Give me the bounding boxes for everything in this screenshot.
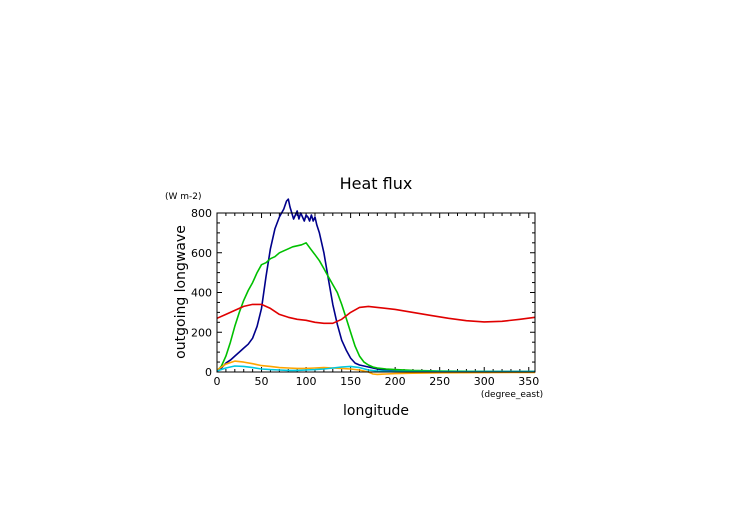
y-unit-label: (W m-2) bbox=[165, 192, 202, 202]
x-tick-label: 300 bbox=[474, 375, 495, 388]
x-tick-label: 250 bbox=[429, 375, 450, 388]
y-tick-label: 200 bbox=[191, 326, 212, 339]
series-line bbox=[216, 198, 535, 373]
y-tick-label: 400 bbox=[191, 287, 212, 300]
y-tick-label: 800 bbox=[191, 207, 212, 220]
x-tick-label: 150 bbox=[340, 375, 361, 388]
series-line bbox=[216, 365, 535, 373]
y-tick-label: 600 bbox=[191, 247, 212, 260]
x-tick-label: 50 bbox=[255, 375, 269, 388]
chart-title: Heat flux bbox=[340, 174, 413, 193]
x-tick-label: 100 bbox=[296, 375, 317, 388]
x-tick-label: 350 bbox=[518, 375, 539, 388]
x-unit-label: (degree_east) bbox=[481, 390, 543, 400]
x-axis-label: longitude bbox=[343, 403, 409, 419]
series-line bbox=[216, 303, 536, 325]
series-lines bbox=[216, 198, 536, 376]
y-tick-label: 0 bbox=[205, 366, 212, 379]
x-tick-label: 200 bbox=[385, 375, 406, 388]
series-line bbox=[216, 242, 536, 373]
y-axis-label: outgoing longwave bbox=[173, 225, 189, 359]
x-tick-label: 0 bbox=[214, 375, 221, 388]
axis-ticks: 0 50 100 150 200 250 300 350 0 200 400 600 800 bbox=[191, 207, 539, 388]
plot-frame bbox=[216, 212, 536, 373]
